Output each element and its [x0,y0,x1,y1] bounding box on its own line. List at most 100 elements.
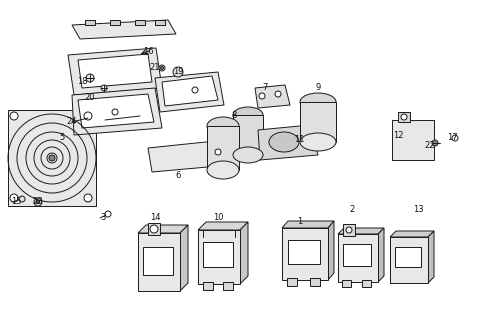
Polygon shape [180,225,188,291]
Text: 16: 16 [143,47,153,57]
Text: 24: 24 [67,117,77,126]
Circle shape [49,155,55,161]
Circle shape [215,149,221,155]
Bar [392,120,434,160]
Circle shape [84,112,92,120]
Text: 3: 3 [100,213,106,222]
Bar [233,115,263,155]
Text: 14: 14 [150,213,160,222]
Polygon shape [78,54,152,88]
Bar [282,228,328,280]
Text: 15: 15 [11,197,21,206]
Text: 12: 12 [393,131,403,140]
Circle shape [159,65,165,71]
Bar [148,223,160,235]
Polygon shape [72,88,162,135]
Polygon shape [428,231,434,283]
Circle shape [101,85,107,91]
Circle shape [432,140,438,146]
Circle shape [192,87,198,93]
Circle shape [275,91,281,97]
Circle shape [346,227,352,233]
Circle shape [10,194,18,202]
Circle shape [19,196,25,202]
Circle shape [259,93,265,99]
Polygon shape [162,76,218,106]
Bar [207,126,239,170]
Text: 19: 19 [173,68,183,76]
Bar [395,247,421,267]
Polygon shape [148,140,230,172]
Bar [203,242,233,267]
Bar [342,280,351,287]
Text: 1: 1 [297,218,303,227]
Bar [310,278,320,286]
Polygon shape [138,225,188,233]
Circle shape [86,74,94,82]
Bar [390,237,428,283]
Bar [198,230,240,284]
Bar [288,240,320,264]
Polygon shape [72,20,176,39]
Text: 20: 20 [85,93,95,102]
Circle shape [112,109,118,115]
Polygon shape [68,48,162,95]
Polygon shape [258,125,318,160]
Text: 21: 21 [150,63,160,73]
Bar [135,20,145,25]
Bar [110,20,120,25]
Circle shape [401,114,407,120]
Circle shape [10,112,18,120]
Ellipse shape [269,132,299,152]
Bar [8,110,96,206]
Bar [343,224,355,236]
Circle shape [160,67,163,69]
Bar [85,20,95,25]
Bar [287,278,297,286]
Text: 8: 8 [231,110,237,119]
Text: 18: 18 [77,77,87,86]
Ellipse shape [300,133,336,151]
Bar [398,112,410,122]
Ellipse shape [233,107,263,123]
Polygon shape [390,231,434,237]
Text: 17: 17 [447,133,457,142]
Text: 5: 5 [59,133,65,142]
Text: 10: 10 [213,213,223,222]
Ellipse shape [233,147,263,163]
Ellipse shape [300,93,336,111]
Bar [143,247,173,275]
Bar [155,20,165,25]
Polygon shape [78,94,154,128]
Bar [203,282,213,290]
Bar [362,280,371,287]
Polygon shape [328,221,334,280]
Bar [300,102,336,142]
Polygon shape [338,228,384,234]
Bar [138,233,180,291]
Polygon shape [255,85,290,108]
Text: 11: 11 [294,135,304,145]
Polygon shape [240,222,248,284]
Polygon shape [198,222,248,230]
Text: 22: 22 [425,140,435,149]
Text: 2: 2 [349,205,354,214]
Text: 13: 13 [413,205,423,214]
Circle shape [105,211,111,217]
Polygon shape [378,228,384,282]
Circle shape [84,194,92,202]
Circle shape [452,135,458,141]
Text: 7: 7 [262,84,268,92]
Text: 9: 9 [315,84,320,92]
Bar [223,282,233,290]
Polygon shape [155,72,224,112]
Ellipse shape [207,161,239,179]
Text: 23: 23 [33,197,43,206]
Ellipse shape [207,117,239,135]
Circle shape [173,67,183,77]
Polygon shape [282,221,334,228]
Circle shape [150,225,158,233]
Bar [343,244,371,266]
Text: 6: 6 [175,171,181,180]
Bar [338,234,378,282]
